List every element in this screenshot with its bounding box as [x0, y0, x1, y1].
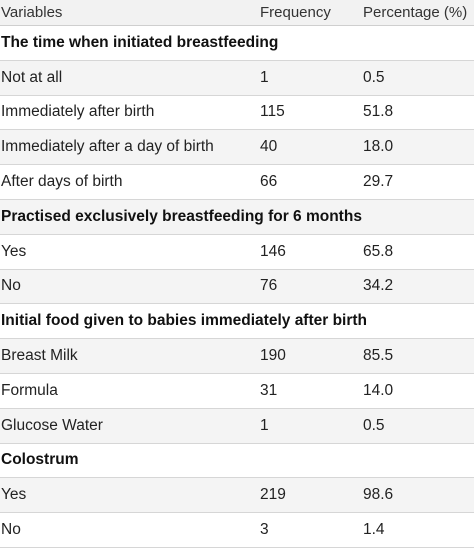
row-percentage: 1.4	[363, 521, 385, 539]
table-row: No 76 34.2	[0, 269, 474, 305]
row-label: No	[1, 277, 21, 295]
row-frequency: 1	[260, 68, 269, 86]
section-label: Practised exclusively breastfeeding for …	[1, 207, 362, 225]
row-percentage: 18.0	[363, 138, 394, 156]
row-percentage: 0.5	[363, 68, 385, 86]
section-label: Colostrum	[1, 451, 79, 469]
table-row: Not at all 1 0.5	[0, 60, 474, 96]
section-label: Initial food given to babies immediately…	[1, 312, 368, 330]
row-label: Not at all	[1, 68, 63, 86]
row-label: Formula	[1, 381, 58, 399]
row-label: Immediately after birth	[1, 103, 155, 121]
row-frequency: 31	[260, 381, 278, 399]
row-label: Yes	[1, 242, 27, 260]
row-frequency: 146	[260, 242, 286, 260]
row-frequency: 219	[260, 486, 286, 504]
row-percentage: 85.5	[363, 347, 394, 365]
header-percentage: Percentage (%)	[363, 4, 468, 21]
row-percentage: 65.8	[363, 242, 394, 260]
header-variables: Variables	[1, 4, 63, 21]
row-frequency: 40	[260, 138, 278, 156]
table-row: Breast Milk 190 85.5	[0, 339, 474, 374]
table-row: Glucose Water 1 0.5	[0, 408, 474, 444]
table-row: Formula 31 14.0	[0, 373, 474, 409]
row-percentage: 98.6	[363, 486, 394, 504]
header-frequency: Frequency	[260, 4, 331, 21]
row-label: Glucose Water	[1, 416, 103, 434]
row-label: Breast Milk	[1, 347, 78, 365]
row-frequency: 76	[260, 277, 278, 295]
row-frequency: 66	[260, 173, 278, 191]
table-row: Yes 146 65.8	[0, 234, 474, 270]
row-frequency: 190	[260, 347, 286, 365]
table-row: Immediately after birth 115 51.8	[0, 95, 474, 131]
row-label: Immediately after a day of birth	[1, 138, 214, 156]
row-label: After days of birth	[1, 173, 123, 191]
section-row-exclusive-breastfeeding: Practised exclusively breastfeeding for …	[0, 199, 474, 235]
section-row-colostrum: Colostrum	[0, 443, 474, 479]
section-label: The time when initiated breastfeeding	[1, 33, 279, 51]
row-percentage: 29.7	[363, 173, 394, 191]
row-label: No	[1, 521, 21, 539]
table-row: Immediately after a day of birth 40 18.0	[0, 130, 474, 166]
row-frequency: 1	[260, 416, 269, 434]
section-row-initiation-time: The time when initiated breastfeeding	[0, 26, 474, 61]
row-percentage: 34.2	[363, 277, 394, 295]
table-row: Yes 219 98.6	[0, 478, 474, 514]
row-percentage: 0.5	[363, 416, 385, 434]
section-row-initial-food: Initial food given to babies immediately…	[0, 304, 474, 340]
row-label: Yes	[1, 486, 27, 504]
row-frequency: 3	[260, 521, 269, 539]
row-percentage: 14.0	[363, 381, 394, 399]
row-percentage: 51.8	[363, 103, 394, 121]
table-row: After days of birth 66 29.7	[0, 165, 474, 200]
row-frequency: 115	[260, 103, 285, 121]
table-header-row: Variables Frequency Percentage (%)	[0, 0, 474, 26]
